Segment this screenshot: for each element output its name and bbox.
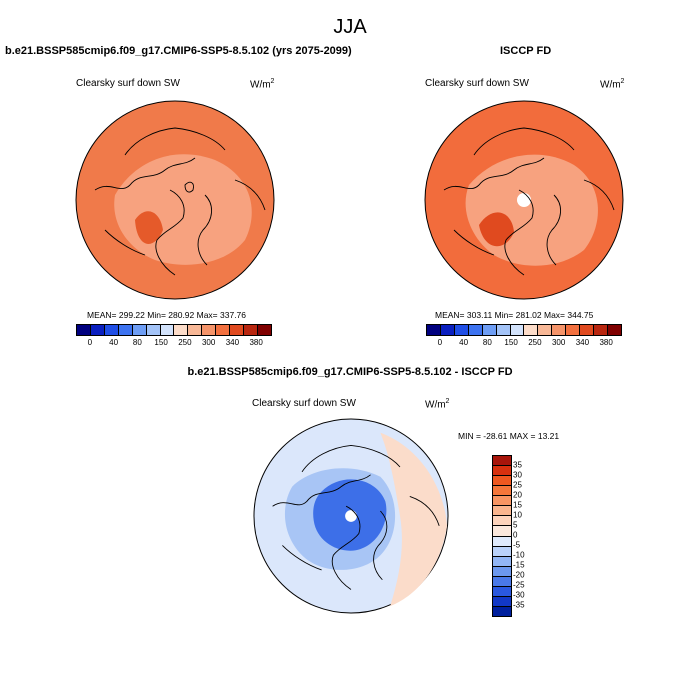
model-colorbar-tick-label: 150 <box>154 338 168 347</box>
obs-colorbar <box>426 324 622 336</box>
obs-colorbar-swatch <box>538 325 553 335</box>
diff-colorbar-tick-label: 20 <box>513 490 522 500</box>
model-colorbar <box>76 324 272 336</box>
diff-colorbar-swatch <box>493 556 511 567</box>
obs-colorbar-swatch <box>566 325 581 335</box>
diff-colorbar-tick-label: 10 <box>513 510 522 520</box>
diff-colorbar-swatch <box>493 496 511 507</box>
model-colorbar-swatch <box>188 325 203 335</box>
diff-units-label: W/m2 <box>425 398 450 411</box>
obs-colorbar-swatch <box>552 325 567 335</box>
obs-colorbar-tick-label: 340 <box>575 338 590 347</box>
diff-colorbar-swatch <box>493 546 511 557</box>
diff-colorbar-swatch <box>493 536 511 547</box>
diff-colorbar-swatch <box>493 576 511 587</box>
diff-colorbar-tick-label: -10 <box>513 550 525 560</box>
diff-colorbar-swatch <box>493 456 511 467</box>
obs-colorbar-swatch <box>496 325 511 335</box>
model-colorbar-labels: 0 40 80 150 250 300 340 380 <box>76 338 270 350</box>
obs-colorbar-swatch <box>482 325 497 335</box>
model-colorbar-tick-label: 380 <box>249 338 263 347</box>
model-colorbar-swatch <box>202 325 217 335</box>
model-colorbar-tick-label: 40 <box>109 338 119 347</box>
model-colorbar-swatch <box>118 325 133 335</box>
diff-colorbar-swatch <box>493 566 511 577</box>
obs-colorbar-swatch <box>468 325 483 335</box>
obs-colorbar-swatch <box>580 325 595 335</box>
diff-colorbar-tick-label: 30 <box>513 470 522 480</box>
diff-colorbar-swatch <box>493 486 511 497</box>
diff-polar-map <box>253 418 449 614</box>
diff-colorbar-tick-label: 5 <box>513 520 518 530</box>
diff-colorbar-tick-label: -30 <box>513 590 525 600</box>
model-colorbar-swatch <box>257 325 271 335</box>
diff-colorbar-swatch <box>493 476 511 487</box>
diff-colorbar-tick-label: -5 <box>513 540 521 550</box>
model-units-label: W/m2 <box>250 78 275 91</box>
diff-colorbar-tick-label: 25 <box>513 480 522 490</box>
obs-panel-title: ISCCP FD <box>500 45 552 57</box>
diff-colorbar-tick-label: 0 <box>513 530 518 540</box>
diff-colorbar-tick-label: -15 <box>513 560 525 570</box>
diff-variable-label: Clearsky surf down SW <box>252 398 356 409</box>
model-panel-title: b.e21.BSSP585cmip6.f09_g17.CMIP6-SSP5-8.… <box>5 45 352 57</box>
model-colorbar-tick-label: 340 <box>225 338 240 347</box>
obs-variable-label: Clearsky surf down SW <box>425 78 529 89</box>
obs-units-label: W/m2 <box>600 78 625 91</box>
obs-colorbar-swatch <box>594 325 608 335</box>
obs-colorbar-swatch <box>607 325 621 335</box>
model-colorbar-swatch <box>160 325 175 335</box>
model-colorbar-tick-label: 300 <box>201 338 216 347</box>
obs-polar-map <box>424 100 624 300</box>
diff-colorbar-labels: 35 30 25 20 15 10 5 0 -5 -10 -15 -20 -25 -30 -35 <box>513 455 543 615</box>
diff-colorbar-swatch <box>493 596 511 607</box>
diff-colorbar-swatch <box>493 606 511 616</box>
model-variable-label: Clearsky surf down SW <box>76 78 180 89</box>
model-stats: MEAN= 299.22 Min= 280.92 Max= 337.76 <box>87 310 247 320</box>
model-polar-map <box>75 100 275 300</box>
diff-colorbar-tick-label: -20 <box>513 570 525 580</box>
obs-colorbar-tick-label: 150 <box>504 338 518 347</box>
diff-colorbar-swatch <box>493 586 511 597</box>
diff-panel-title: b.e21.BSSP585cmip6.f09_g17.CMIP6-SSP5-8.… <box>187 366 513 378</box>
diff-colorbar-swatch <box>493 506 511 517</box>
model-colorbar-swatch <box>216 325 231 335</box>
model-colorbar-swatch <box>132 325 147 335</box>
obs-colorbar-tick-label: 80 <box>482 338 492 347</box>
diff-colorbar <box>492 455 512 617</box>
model-colorbar-swatch <box>77 325 91 335</box>
obs-colorbar-tick-label: 0 <box>437 338 443 347</box>
obs-colorbar-labels: 0 40 80 150 250 300 340 380 <box>426 338 620 350</box>
main-title: JJA <box>333 16 367 38</box>
diff-colorbar-tick-label: 35 <box>513 460 522 470</box>
obs-colorbar-tick-label: 40 <box>459 338 469 347</box>
obs-colorbar-swatch <box>427 325 441 335</box>
model-colorbar-swatch <box>104 325 119 335</box>
obs-colorbar-swatch <box>440 325 455 335</box>
model-colorbar-tick-label: 250 <box>178 338 192 347</box>
model-colorbar-swatch <box>244 325 258 335</box>
diff-colorbar-tick-label: -25 <box>513 580 525 590</box>
obs-colorbar-swatch <box>510 325 525 335</box>
model-colorbar-tick-label: 0 <box>87 338 93 347</box>
diff-colorbar-swatch <box>493 466 511 477</box>
obs-colorbar-swatch <box>524 325 539 335</box>
obs-colorbar-tick-label: 250 <box>528 338 542 347</box>
model-colorbar-swatch <box>230 325 245 335</box>
diff-colorbar-tick-label: 15 <box>513 500 522 510</box>
diff-colorbar-tick-label: -35 <box>513 600 525 610</box>
model-colorbar-swatch <box>146 325 161 335</box>
diff-stats: MIN = -28.61 MAX = 13.21 <box>458 431 560 441</box>
model-colorbar-tick-label: 80 <box>132 338 142 347</box>
model-colorbar-swatch <box>174 325 189 335</box>
obs-stats: MEAN= 303.11 Min= 281.02 Max= 344.75 <box>435 310 594 320</box>
model-colorbar-swatch <box>90 325 105 335</box>
diff-colorbar-swatch <box>493 526 511 537</box>
obs-colorbar-tick-label: 300 <box>551 338 566 347</box>
diff-colorbar-swatch <box>493 516 511 527</box>
obs-colorbar-swatch <box>454 325 469 335</box>
obs-colorbar-tick-label: 380 <box>599 338 613 347</box>
